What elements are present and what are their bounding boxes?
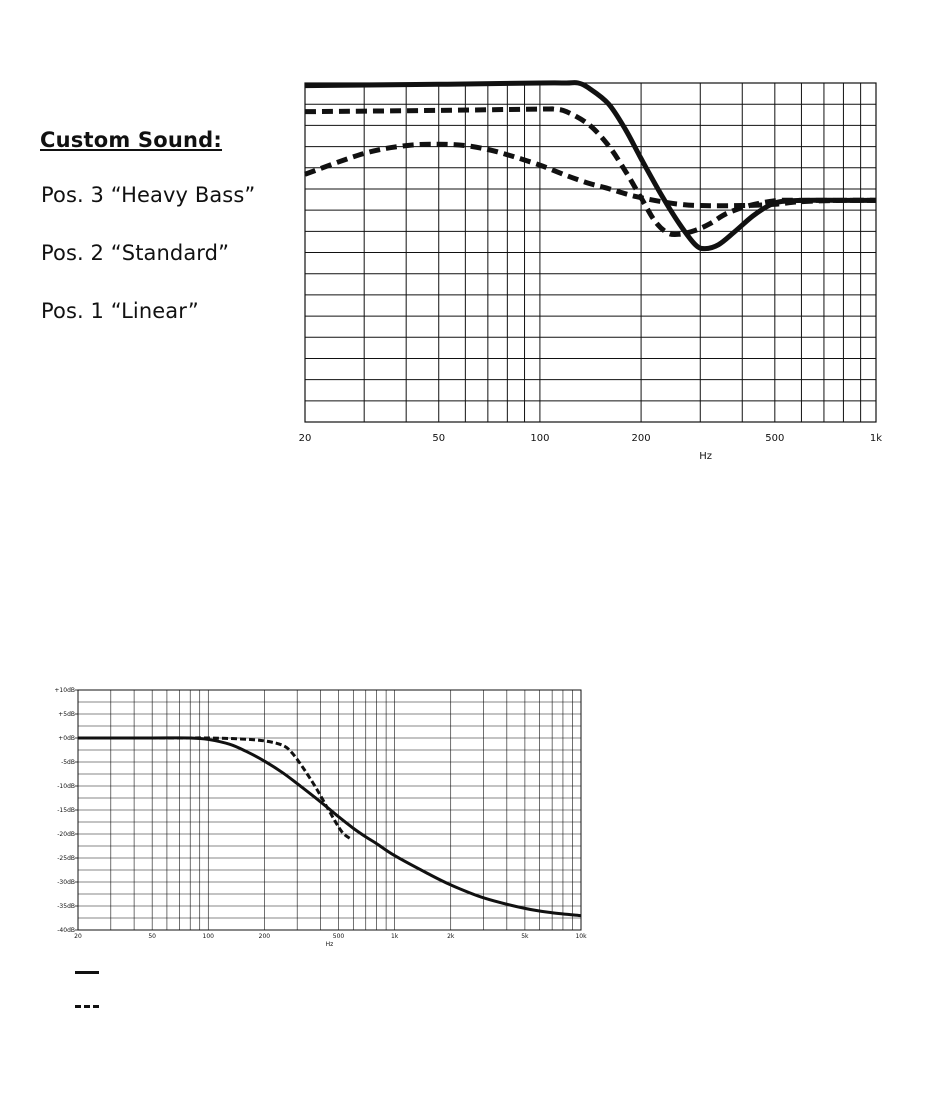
top-chart-xtick-label: 1k [870, 433, 882, 444]
top-chart-series-2-dashed-line [304, 141, 877, 209]
frequency-response-chart-top: 20 50 100 200 500 1k Hz [299, 80, 882, 462]
bottom-chart-series-1-dashed-line [78, 736, 352, 841]
legend-solid-line-swatch [75, 971, 99, 974]
bottom-chart-ytick-label: -25dB [57, 855, 75, 862]
legend-entry-heavy-bass: Pos. 3 “Heavy Bass” [41, 183, 256, 207]
bottom-chart-xtick-label: 1k [391, 933, 399, 940]
bottom-chart-ytick-label: +0dB [58, 735, 75, 742]
bottom-chart-ytick-label: -15dB [57, 807, 75, 814]
top-chart-series-1-dashed-line [304, 106, 876, 238]
bottom-chart-ytick-label: -35dB [57, 903, 75, 910]
legend-dashed-line-swatch [75, 1005, 99, 1008]
top-chart-xtick-label: 100 [530, 433, 549, 444]
top-chart-xaxis-label: Hz [699, 451, 712, 462]
bottom-chart-ytick-label: -5dB [61, 759, 75, 766]
bottom-chart-xtick-label: 20 [74, 933, 82, 940]
bottom-chart-ytick-label: -10dB [57, 783, 75, 790]
top-chart-xtick-label: 500 [765, 433, 784, 444]
bottom-chart-xaxis-label: Hz [326, 941, 334, 948]
top-chart-frame [304, 82, 877, 423]
bottom-chart-series-0-solid-line [78, 736, 582, 918]
legend-entry-standard: Pos. 2 “Standard” [41, 241, 230, 265]
bottom-chart-ytick-label: +10dB [54, 687, 75, 694]
bottom-chart-xtick-label: 100 [203, 933, 215, 940]
bottom-chart-xtick-label: 10k [575, 933, 587, 940]
bottom-chart-ytick-label: -30dB [57, 879, 75, 886]
legend-title: Custom Sound: [40, 128, 223, 152]
bottom-chart-ytick-label: -40dB [57, 927, 75, 934]
legend-entry-linear: Pos. 1 “Linear” [41, 299, 199, 323]
bottom-chart-xtick-label: 5k [521, 933, 529, 940]
bottom-chart-xtick-label: 50 [148, 933, 156, 940]
top-chart-xtick-label: 200 [632, 433, 651, 444]
bottom-chart-ytick-label: +5dB [58, 711, 75, 718]
top-chart-xtick-label: 20 [299, 433, 312, 444]
bottom-chart-xtick-label: 2k [447, 933, 455, 940]
bottom-chart-xtick-label: 500 [333, 933, 345, 940]
bottom-chart-xtick-label: 200 [259, 933, 271, 940]
top-chart-xtick-label: 50 [432, 433, 445, 444]
bottom-chart-ytick-label: -20dB [57, 831, 75, 838]
